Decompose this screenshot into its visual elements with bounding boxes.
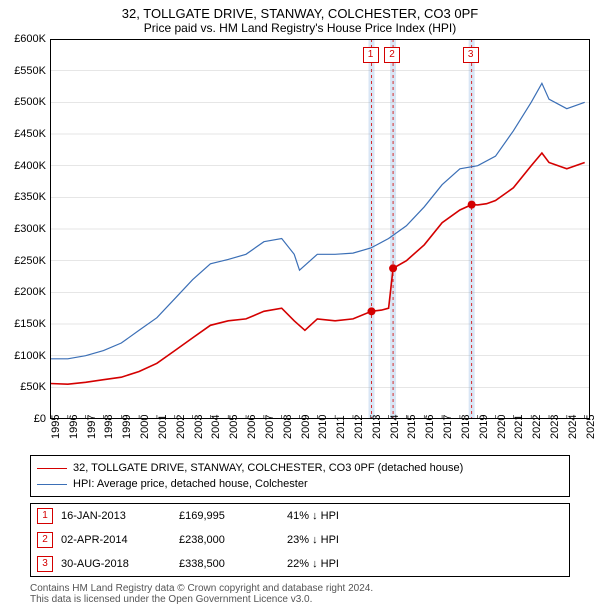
x-tick-label: 1996 <box>68 415 80 439</box>
x-tick-label: 1995 <box>50 415 62 439</box>
y-tick-label: £150K <box>14 318 46 330</box>
x-tick-label: 2017 <box>442 415 454 439</box>
x-tick-label: 2008 <box>282 415 294 439</box>
y-tick-label: £50K <box>20 381 46 393</box>
table-row: 3 30-AUG-2018 £338,500 22% ↓ HPI <box>31 552 569 576</box>
chart-container: 32, TOLLGATE DRIVE, STANWAY, COLCHESTER,… <box>0 0 600 605</box>
chart-svg <box>50 39 590 419</box>
x-tick-label: 2018 <box>460 415 472 439</box>
x-tick-label: 2009 <box>300 415 312 439</box>
legend: 32, TOLLGATE DRIVE, STANWAY, COLCHESTER,… <box>30 455 570 497</box>
y-tick-label: £100K <box>14 350 46 362</box>
x-tick-label: 2007 <box>264 415 276 439</box>
sale-marker-2: 2 <box>384 47 400 63</box>
legend-row: HPI: Average price, detached house, Colc… <box>37 476 563 492</box>
chart-title: 32, TOLLGATE DRIVE, STANWAY, COLCHESTER,… <box>0 0 600 21</box>
table-row: 1 16-JAN-2013 £169,995 41% ↓ HPI <box>31 504 569 528</box>
row-price: £238,000 <box>179 534 279 546</box>
x-tick-label: 1997 <box>86 415 98 439</box>
x-tick-label: 2012 <box>353 415 365 439</box>
x-tick-label: 2010 <box>317 415 329 439</box>
table-row: 2 02-APR-2014 £238,000 23% ↓ HPI <box>31 528 569 552</box>
y-tick-label: £600K <box>14 33 46 45</box>
y-tick-label: £0 <box>34 413 46 425</box>
chart-subtitle: Price paid vs. HM Land Registry's House … <box>0 21 600 39</box>
x-tick-label: 2001 <box>157 415 169 439</box>
row-date: 30-AUG-2018 <box>61 558 171 570</box>
x-tick-label: 2005 <box>228 415 240 439</box>
footer-line-1: Contains HM Land Registry data © Crown c… <box>30 583 570 594</box>
x-tick-label: 2000 <box>139 415 151 439</box>
footer: Contains HM Land Registry data © Crown c… <box>30 583 570 605</box>
x-tick-label: 2016 <box>424 415 436 439</box>
row-marker: 3 <box>37 556 53 572</box>
x-tick-label: 2021 <box>513 415 525 439</box>
legend-swatch <box>37 484 67 485</box>
x-tick-label: 2022 <box>531 415 543 439</box>
legend-swatch <box>37 468 67 469</box>
row-marker: 1 <box>37 508 53 524</box>
x-tick-label: 2014 <box>389 415 401 439</box>
y-tick-label: £350K <box>14 191 46 203</box>
x-tick-label: 1998 <box>103 415 115 439</box>
x-tick-label: 2015 <box>406 415 418 439</box>
x-tick-label: 2013 <box>371 415 383 439</box>
row-diff: 41% ↓ HPI <box>287 510 563 522</box>
x-tick-label: 2002 <box>175 415 187 439</box>
sales-table: 1 16-JAN-2013 £169,995 41% ↓ HPI 2 02-APR-201… <box>30 503 570 577</box>
x-tick-label: 2023 <box>549 415 561 439</box>
x-axis-labels: 1995199619971998199920002001200220032004… <box>50 419 590 455</box>
row-diff: 23% ↓ HPI <box>287 534 563 546</box>
y-tick-label: £450K <box>14 128 46 140</box>
row-diff: 22% ↓ HPI <box>287 558 563 570</box>
y-tick-label: £400K <box>14 160 46 172</box>
legend-row: 32, TOLLGATE DRIVE, STANWAY, COLCHESTER,… <box>37 460 563 476</box>
x-tick-label: 2011 <box>335 415 347 439</box>
y-tick-label: £500K <box>14 96 46 108</box>
footer-line-2: This data is licensed under the Open Gov… <box>30 594 570 605</box>
sale-marker-1: 1 <box>363 47 379 63</box>
x-tick-label: 2004 <box>210 415 222 439</box>
x-tick-label: 2025 <box>585 415 597 439</box>
x-tick-label: 2019 <box>478 415 490 439</box>
row-marker: 2 <box>37 532 53 548</box>
x-tick-label: 2006 <box>246 415 258 439</box>
row-date: 16-JAN-2013 <box>61 510 171 522</box>
y-tick-label: £200K <box>14 286 46 298</box>
legend-label: HPI: Average price, detached house, Colc… <box>73 478 308 490</box>
y-tick-label: £250K <box>14 255 46 267</box>
sale-marker-3: 3 <box>463 47 479 63</box>
y-axis-labels: £0£50K£100K£150K£200K£250K£300K£350K£400… <box>2 39 48 419</box>
x-tick-label: 2024 <box>567 415 579 439</box>
x-tick-label: 2003 <box>193 415 205 439</box>
y-tick-label: £300K <box>14 223 46 235</box>
row-price: £338,500 <box>179 558 279 570</box>
plot-area: £0£50K£100K£150K£200K£250K£300K£350K£400… <box>50 39 590 419</box>
y-tick-label: £550K <box>14 65 46 77</box>
x-tick-label: 1999 <box>121 415 133 439</box>
legend-label: 32, TOLLGATE DRIVE, STANWAY, COLCHESTER,… <box>73 462 463 474</box>
x-tick-label: 2020 <box>496 415 508 439</box>
row-date: 02-APR-2014 <box>61 534 171 546</box>
row-price: £169,995 <box>179 510 279 522</box>
